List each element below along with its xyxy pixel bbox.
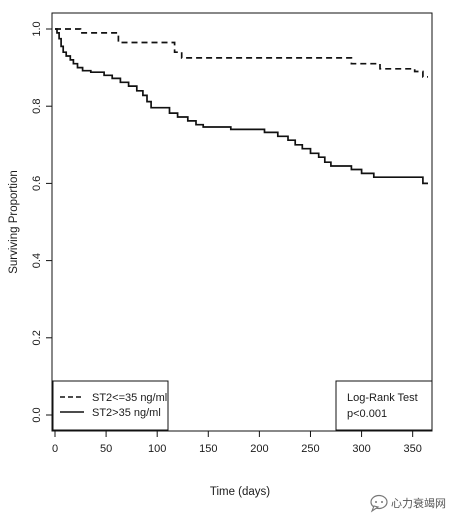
y-axis-ticks: 0.0 0.2 0.4 0.6 0.8 1.0 bbox=[31, 21, 52, 423]
x-tick-label: 300 bbox=[352, 443, 370, 455]
watermark: 心力衰竭网 bbox=[370, 494, 446, 513]
legend-box bbox=[52, 380, 169, 431]
logrank-pvalue: p<0.001 bbox=[347, 408, 387, 420]
x-tick-label: 250 bbox=[301, 443, 319, 455]
legend: ST2<=35 ng/ml ST2>35 ng/ml bbox=[52, 380, 169, 431]
logrank-box bbox=[335, 380, 433, 431]
chat-bubble-icon bbox=[370, 494, 388, 513]
x-tick-label: 100 bbox=[148, 443, 166, 455]
x-axis-title: Time (days) bbox=[210, 486, 270, 498]
x-tick-label: 150 bbox=[199, 443, 217, 455]
y-tick-label: 0.0 bbox=[31, 407, 43, 422]
survival-curves bbox=[55, 28, 428, 185]
y-axis-title: Surviving Proportion bbox=[8, 170, 20, 274]
curve-st2-low bbox=[55, 28, 428, 78]
watermark-label: 心力衰竭网 bbox=[391, 496, 446, 510]
y-tick-label: 0.6 bbox=[31, 176, 43, 191]
y-tick-label: 0.8 bbox=[31, 99, 43, 114]
legend-label-high: ST2>35 ng/ml bbox=[92, 407, 161, 419]
logrank-title: Log-Rank Test bbox=[347, 392, 418, 404]
x-tick-label: 350 bbox=[403, 443, 421, 455]
logrank-annotation: Log-Rank Test p<0.001 bbox=[335, 380, 433, 431]
plot-frame bbox=[51, 12, 433, 432]
x-tick-label: 200 bbox=[250, 443, 268, 455]
curve-st2-high bbox=[55, 28, 428, 185]
x-tick-label: 0 bbox=[52, 443, 58, 455]
legend-label-low: ST2<=35 ng/ml bbox=[92, 392, 167, 404]
y-tick-label: 1.0 bbox=[31, 21, 43, 36]
x-axis-ticks: 0 50 100 150 200 250 300 350 bbox=[52, 431, 422, 455]
y-tick-label: 0.4 bbox=[31, 253, 43, 268]
y-tick-label: 0.2 bbox=[31, 330, 43, 345]
x-tick-label: 50 bbox=[100, 443, 112, 455]
